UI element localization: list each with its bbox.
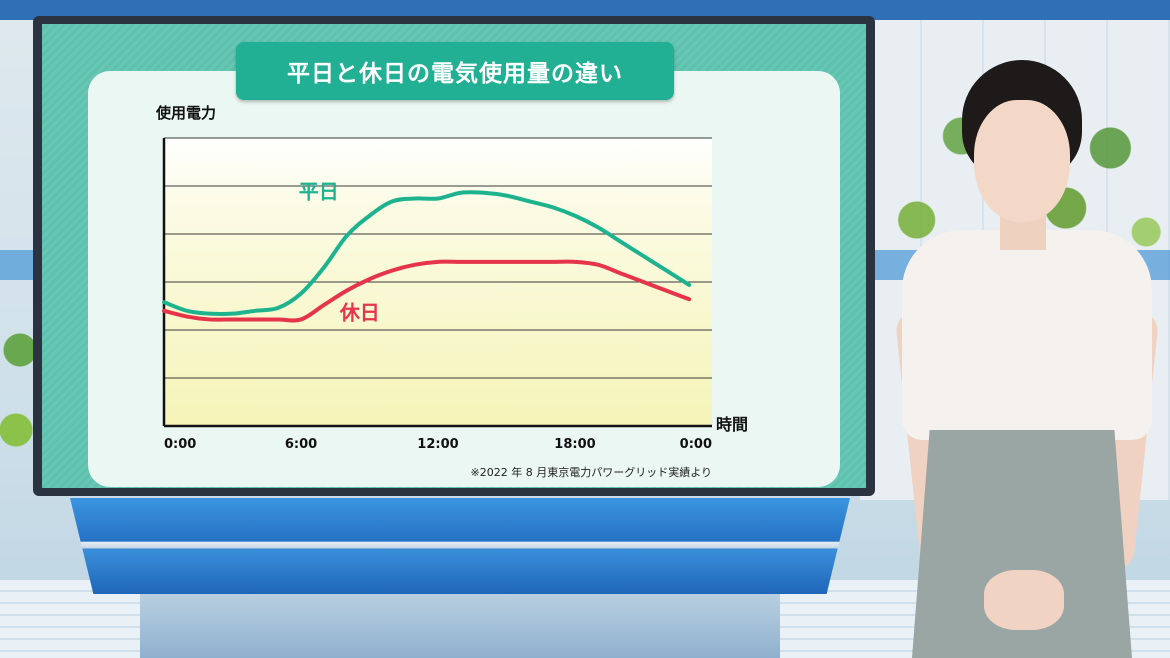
source-note: ※2022 年 8 月東京電力パワーグリッド実績より [471,465,712,479]
x-tick-label: 18:00 [554,437,595,452]
y-axis-label: 使用電力 [155,104,216,122]
presenter-blouse [902,230,1152,440]
monitor-screen: 平日と休日の電気使用量の違い 使用電力 時間 0:00 6:00 12:00 18:0… [42,24,866,488]
line-chart: 使用電力 時間 0:00 6:00 12:00 18:00 0:00 平日 休日 ※20… [155,104,748,479]
series-line-0 [162,190,692,317]
presenter [892,60,1162,658]
series-lines [162,190,692,323]
studio-top-bar [0,0,1170,20]
x-axis-label: 時間 [716,415,748,434]
x-tick-label: 0:00 [164,437,196,452]
news-desk-base [140,594,780,658]
x-tick-label: 6:00 [285,437,317,452]
series-line-1 [162,259,692,323]
presenter-face [974,100,1070,222]
display-monitor: 平日と休日の電気使用量の違い 使用電力 時間 0:00 6:00 12:00 18:0… [33,16,875,496]
series-label-weekday: 平日 [299,179,339,203]
series-label-holiday: 休日 [339,300,380,324]
x-tick-label: 12:00 [417,437,458,452]
news-desk [70,498,850,594]
presenter-hands [984,570,1064,630]
axes [162,138,712,428]
x-tick-label: 0:00 [680,437,712,452]
x-tick-labels: 0:00 6:00 12:00 18:00 0:00 [164,437,712,452]
chart-title: 平日と休日の電気使用量の違い [236,42,674,100]
